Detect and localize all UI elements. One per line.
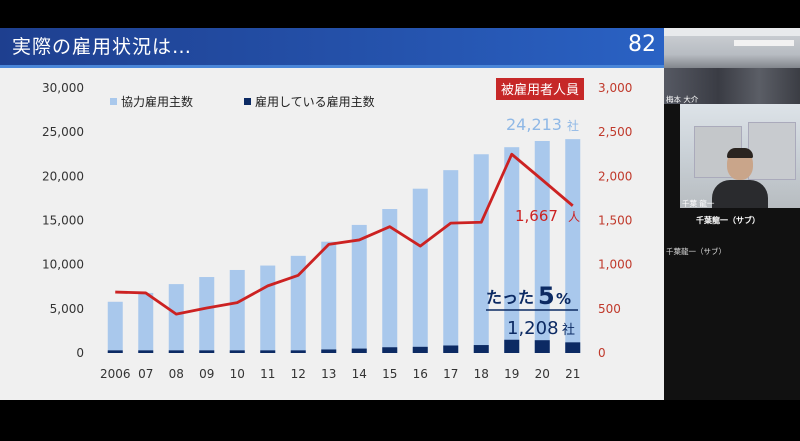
room-window <box>734 40 794 46</box>
header-underline <box>0 65 664 68</box>
annotation-share-percent: 5 <box>538 282 555 310</box>
bar-hiring-employers <box>351 348 367 353</box>
y-axis-right-tick-label: 500 <box>598 302 621 316</box>
x-axis-tick-label: 08 <box>169 367 184 381</box>
bar-cooperating-employers <box>229 269 245 353</box>
bar-cooperating-employers <box>565 139 581 353</box>
annotation-line-unit: 人 <box>568 210 580 224</box>
bar-hiring-employers <box>138 350 154 353</box>
bar-hiring-employers <box>473 345 489 353</box>
bar-hiring-employers <box>107 350 123 353</box>
y-axis-left-tick-label: 15,000 <box>42 214 84 228</box>
annotation-share-label: たった <box>486 288 534 307</box>
bar-hiring-employers <box>260 350 276 353</box>
bar-cooperating-employers <box>138 292 154 353</box>
room-window <box>664 28 800 36</box>
x-axis-tick-label: 19 <box>504 367 519 381</box>
x-axis-tick-label: 13 <box>321 367 336 381</box>
y-axis-right-tick-label: 1,500 <box>598 214 632 228</box>
bar-hiring-employers <box>229 350 245 353</box>
person-body <box>712 180 768 208</box>
slide-page-number: 82 <box>628 32 656 57</box>
x-axis-tick-label: 12 <box>291 367 306 381</box>
annotation-line-value: 1,667 <box>515 207 558 225</box>
bar-hiring-employers <box>290 350 306 353</box>
y-axis-right-tick-label: 2,000 <box>598 169 632 183</box>
right-axis-badge <box>496 78 584 100</box>
annotation-total-value: 24,213 <box>506 115 562 134</box>
y-axis-left-tick-label: 30,000 <box>42 81 84 95</box>
employment-chart: 30,000 25,000 20,000 15,000 10,000 5,000 0 3,00… <box>42 78 632 381</box>
participant-name: 千葉龍一（サブ） <box>666 247 726 256</box>
person-hair <box>727 148 753 158</box>
right-axis-label: 被雇用者人員 <box>501 82 579 98</box>
participant-name-label: 梅本 大介 <box>666 95 699 104</box>
bar-cooperating-employers <box>473 154 489 353</box>
bar-cooperating-employers <box>168 284 184 353</box>
bar-cooperating-employers <box>107 301 123 353</box>
bar-cooperating-employers <box>412 188 428 353</box>
y-axis-right-tick-label: 3,000 <box>598 81 632 95</box>
participant-sidebar: 梅本 大介 千葉 龍一 千葉龍一（サブ） 千葉龍一（サブ） <box>664 28 800 400</box>
bar-hiring-employers <box>534 340 550 353</box>
legend-swatch-cooperating <box>110 98 117 105</box>
x-axis-tick-label: 16 <box>413 367 428 381</box>
y-axis-left-tick-label: 5,000 <box>50 302 84 316</box>
participant-name-label: 千葉 龍一 <box>682 199 715 208</box>
room-audience <box>664 68 800 104</box>
bar-hiring-employers <box>412 346 428 353</box>
y-axis-right-tick-label: 1,000 <box>598 258 632 272</box>
x-axis-tick-label: 17 <box>443 367 458 381</box>
bar-hiring-employers <box>199 350 215 353</box>
y-axis-right-tick-label: 2,500 <box>598 125 632 139</box>
presentation-slide: 実際の雇用状況は… 82 30,000 25,000 20,000 15,000 10,… <box>0 28 664 400</box>
x-axis-tick-label: 11 <box>260 367 275 381</box>
bar-cooperating-employers <box>290 255 306 353</box>
legend-label-hiring: 雇用している雇用主数 <box>255 94 375 109</box>
slide-header: 実際の雇用状況は… 82 <box>0 28 664 65</box>
background-building <box>748 122 796 180</box>
x-axis-tick-label: 07 <box>138 367 153 381</box>
bar-cooperating-employers <box>382 209 398 353</box>
line-employees <box>115 152 574 316</box>
legend-swatch-hiring <box>244 98 251 105</box>
bar-hiring-employers <box>565 342 581 353</box>
y-axis-left-tick-label: 25,000 <box>42 125 84 139</box>
x-axis-tick-label: 2006 <box>100 367 131 381</box>
bar-cooperating-employers <box>321 241 337 353</box>
bar-hiring-employers <box>321 349 337 353</box>
participant-video-tile[interactable]: 梅本 大介 <box>664 28 800 104</box>
y-axis-left-tick-label: 10,000 <box>42 258 84 272</box>
bar-hiring-employers <box>504 339 520 353</box>
x-axis-tick-label: 20 <box>535 367 550 381</box>
annotation-employed-value: 1,208 <box>507 318 559 339</box>
legend-label-cooperating: 協力雇用主数 <box>121 94 193 109</box>
y-axis-right-tick-label: 0 <box>598 346 606 360</box>
bar-hiring-employers <box>443 345 459 353</box>
bar-cooperating-employers <box>443 170 459 353</box>
participant-caption: 千葉龍一（サブ） <box>696 216 760 225</box>
x-axis-tick-label: 21 <box>565 367 580 381</box>
annotation-employed-unit: 社 <box>562 322 575 338</box>
bar-hiring-employers <box>382 347 398 353</box>
bar-cooperating-employers <box>260 265 276 353</box>
participant-video-tile[interactable]: 千葉 龍一 <box>680 104 800 208</box>
x-axis-tick-label: 10 <box>230 367 245 381</box>
y-axis-left-tick-label: 20,000 <box>42 169 84 183</box>
slide-title: 実際の雇用状況は… <box>12 36 193 58</box>
x-axis-tick-label: 18 <box>474 367 489 381</box>
bar-cooperating-employers <box>351 224 367 353</box>
bar-hiring-employers <box>168 350 184 353</box>
x-axis-tick-label: 09 <box>199 367 214 381</box>
bar-cooperating-employers <box>199 277 215 353</box>
annotation-share-sign: % <box>556 290 571 308</box>
annotation-total-unit: 社 <box>567 118 579 133</box>
y-axis-left-tick-label: 0 <box>76 346 84 360</box>
x-axis-tick-label: 15 <box>382 367 397 381</box>
bar-cooperating-employers <box>504 147 520 353</box>
x-axis-tick-label: 14 <box>352 367 367 381</box>
bar-cooperating-employers <box>534 141 550 353</box>
